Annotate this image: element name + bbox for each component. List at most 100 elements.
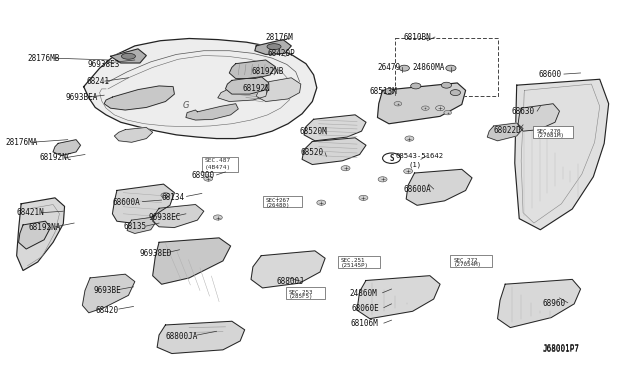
Text: SEC.267: SEC.267: [266, 198, 290, 203]
Polygon shape: [53, 140, 81, 155]
Text: 68134: 68134: [162, 193, 185, 202]
Polygon shape: [255, 39, 291, 54]
Text: 68241: 68241: [86, 77, 109, 86]
Text: J68001P7: J68001P7: [542, 344, 579, 353]
Text: 68135: 68135: [124, 222, 147, 231]
Text: 6810BN: 6810BN: [403, 33, 431, 42]
Text: 68520M: 68520M: [300, 126, 327, 136]
FancyBboxPatch shape: [285, 287, 325, 299]
Text: G: G: [182, 101, 189, 110]
Polygon shape: [186, 104, 238, 120]
Polygon shape: [84, 38, 317, 138]
Circle shape: [405, 136, 414, 141]
Text: (27081M): (27081M): [536, 133, 564, 138]
Circle shape: [446, 65, 456, 71]
Polygon shape: [153, 238, 230, 284]
Text: 24860M: 24860M: [349, 289, 377, 298]
Text: (26480): (26480): [266, 203, 290, 208]
Text: 68192NA: 68192NA: [29, 223, 61, 232]
Text: 68800J: 68800J: [276, 277, 305, 286]
Polygon shape: [17, 198, 65, 270]
Text: 68106M: 68106M: [351, 320, 378, 328]
Text: 68900: 68900: [191, 171, 215, 180]
Polygon shape: [225, 77, 269, 94]
Polygon shape: [406, 169, 472, 205]
Ellipse shape: [122, 53, 136, 59]
Circle shape: [384, 89, 394, 94]
Circle shape: [444, 110, 452, 115]
Text: 9693BEA: 9693BEA: [66, 93, 98, 102]
Polygon shape: [153, 205, 204, 228]
Text: (25145P): (25145P): [341, 263, 369, 268]
Text: 28176MA: 28176MA: [6, 138, 38, 147]
FancyBboxPatch shape: [533, 126, 573, 138]
Circle shape: [436, 106, 445, 111]
Text: J68001P7: J68001P7: [542, 345, 579, 354]
Text: 68060E: 68060E: [352, 304, 380, 313]
Polygon shape: [515, 79, 609, 230]
Text: 68960: 68960: [542, 299, 565, 308]
Text: (4B474): (4B474): [205, 165, 231, 170]
Polygon shape: [304, 115, 366, 141]
Text: 9693BE: 9693BE: [93, 286, 121, 295]
Circle shape: [404, 169, 413, 174]
Text: 68192N: 68192N: [242, 84, 270, 93]
Polygon shape: [104, 86, 174, 110]
FancyBboxPatch shape: [262, 196, 302, 208]
Circle shape: [204, 176, 212, 181]
Polygon shape: [115, 128, 153, 142]
Circle shape: [161, 193, 170, 198]
Text: 68600: 68600: [538, 70, 561, 78]
Circle shape: [378, 177, 387, 182]
Polygon shape: [229, 60, 275, 78]
Text: 68800JA: 68800JA: [166, 331, 198, 341]
Text: 96938E3: 96938E3: [88, 60, 120, 69]
Text: 68192NC: 68192NC: [39, 153, 72, 162]
Polygon shape: [378, 83, 466, 124]
Text: 68420P: 68420P: [268, 49, 296, 58]
Circle shape: [272, 196, 281, 202]
Circle shape: [422, 106, 429, 110]
Polygon shape: [19, 221, 51, 249]
Text: 68600A: 68600A: [403, 185, 431, 194]
Text: (285F5): (285F5): [289, 294, 313, 299]
Text: 68022D: 68022D: [493, 126, 522, 135]
Text: 68420: 68420: [95, 306, 118, 315]
Circle shape: [213, 215, 222, 220]
Text: 68520: 68520: [301, 148, 324, 157]
Polygon shape: [357, 276, 440, 319]
Text: 68600A: 68600A: [113, 198, 140, 207]
Text: 28176M: 28176M: [266, 33, 294, 42]
Polygon shape: [256, 78, 301, 102]
Text: S: S: [389, 154, 394, 163]
Text: 96938EC: 96938EC: [149, 213, 181, 222]
Text: 24860MA: 24860MA: [413, 63, 445, 72]
Circle shape: [399, 65, 410, 71]
Text: SEC.487: SEC.487: [205, 158, 231, 163]
Text: 96938ED: 96938ED: [140, 249, 172, 258]
Text: (1): (1): [408, 161, 421, 168]
Text: SEC.270: SEC.270: [536, 129, 561, 134]
Text: SEC.251: SEC.251: [341, 259, 365, 263]
FancyBboxPatch shape: [338, 256, 380, 267]
Polygon shape: [497, 279, 580, 328]
Polygon shape: [302, 138, 366, 164]
Text: 26479: 26479: [378, 63, 401, 72]
Circle shape: [341, 166, 350, 171]
Text: (27054M): (27054M): [454, 262, 482, 267]
Polygon shape: [157, 321, 244, 353]
Circle shape: [317, 200, 326, 205]
Polygon shape: [127, 218, 156, 234]
Text: 68513M: 68513M: [369, 87, 397, 96]
Polygon shape: [251, 251, 325, 288]
Polygon shape: [218, 87, 268, 102]
Text: 68630: 68630: [511, 108, 534, 116]
Circle shape: [394, 102, 402, 106]
Text: 68421N: 68421N: [16, 208, 44, 217]
Text: 08543-51642: 08543-51642: [396, 153, 444, 158]
Text: 68192NB: 68192NB: [251, 67, 284, 76]
Polygon shape: [83, 274, 135, 313]
Polygon shape: [111, 49, 147, 63]
Circle shape: [451, 90, 461, 96]
Circle shape: [442, 82, 452, 88]
